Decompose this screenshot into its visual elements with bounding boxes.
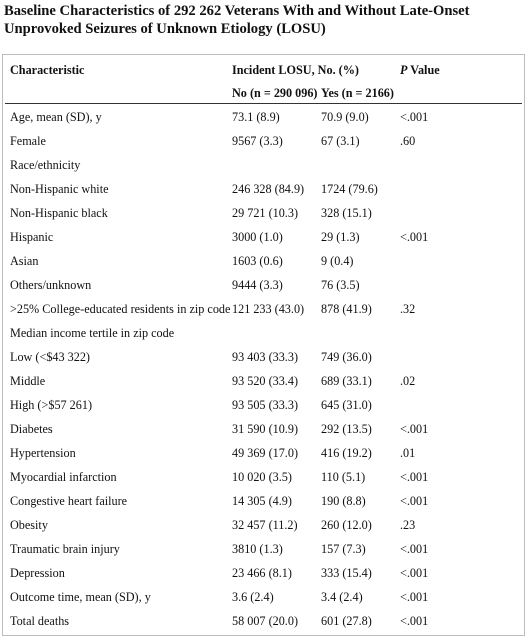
- cell: 689 (33.1): [321, 374, 372, 388]
- row-label: Traumatic brain injury: [10, 542, 120, 556]
- column-header: Yes (n = 2166): [321, 86, 394, 100]
- cell: 49 369 (17.0): [232, 446, 299, 460]
- row-label: Myocardial infarction: [10, 470, 117, 484]
- row-label: Obesity: [10, 518, 48, 532]
- row-label: Middle: [10, 374, 46, 388]
- cell: <.001: [400, 494, 429, 508]
- row-label: Median income tertile in zip code: [10, 326, 175, 340]
- column-header: No (n = 290 096): [232, 86, 318, 100]
- row-label: Congestive heart failure: [10, 494, 128, 508]
- row-label: Total deaths: [10, 614, 70, 628]
- row-label: Hispanic: [10, 230, 54, 244]
- row-label: Non-Hispanic white: [10, 182, 109, 196]
- cell: <.001: [400, 470, 429, 484]
- row-label: >25% College-educated residents in zip c…: [10, 302, 231, 316]
- cell: 10 020 (3.5): [232, 470, 292, 484]
- cell: 9 (0.4): [321, 254, 354, 268]
- cell: 292 (13.5): [321, 422, 372, 436]
- cell: 9444 (3.3): [232, 278, 283, 292]
- cell: 3.4 (2.4): [321, 590, 363, 604]
- row-label: Outcome time, mean (SD), y: [10, 590, 151, 604]
- cell: 93 505 (33.3): [232, 398, 299, 412]
- cell: 73.1 (8.9): [232, 110, 280, 124]
- cell: 23 466 (8.1): [232, 566, 292, 580]
- cell: <.001: [400, 110, 429, 124]
- cell: 32 457 (11.2): [232, 518, 298, 532]
- row-label: High (>$57 261): [10, 398, 93, 412]
- column-header-text: Value: [407, 63, 440, 77]
- row-label: Female: [10, 134, 46, 148]
- cell: 1724 (79.6): [321, 182, 378, 196]
- cell: 121 233 (43.0): [232, 302, 305, 316]
- cell: 93 403 (33.3): [232, 350, 299, 364]
- row-label: Non-Hispanic black: [10, 206, 108, 220]
- row-label: Race/ethnicity: [10, 158, 81, 172]
- row-label: Age, mean (SD), y: [10, 110, 102, 124]
- cell: .23: [400, 518, 416, 532]
- cell: <.001: [400, 590, 429, 604]
- cell: .60: [400, 134, 416, 148]
- cell: 93 520 (33.4): [232, 374, 299, 388]
- cell: 328 (15.1): [321, 206, 372, 220]
- row-label: Hypertension: [10, 446, 76, 460]
- table: Characteristic Incident LOSU, No. (%) P …: [2, 54, 525, 636]
- row-label: Low (<$43 322): [10, 350, 90, 364]
- row-label: Others/unknown: [10, 278, 92, 292]
- cell: <.001: [400, 422, 429, 436]
- cell: 3.6 (2.4): [232, 590, 274, 604]
- row-label: Diabetes: [10, 422, 53, 436]
- cell: 645 (31.0): [321, 398, 372, 412]
- cell: 416 (19.2): [321, 446, 372, 460]
- cell: .01: [400, 446, 416, 460]
- cell: 29 721 (10.3): [232, 206, 299, 220]
- cell: 260 (12.0): [321, 518, 372, 532]
- cell: 29 (1.3): [321, 230, 360, 244]
- cell: 9567 (3.3): [232, 134, 283, 148]
- cell: .02: [400, 374, 416, 388]
- cell: 157 (7.3): [321, 542, 366, 556]
- cell: 76 (3.5): [321, 278, 360, 292]
- cell: 31 590 (10.9): [232, 422, 299, 436]
- cell: 878 (41.9): [321, 302, 372, 316]
- column-header: Characteristic: [10, 63, 85, 77]
- table-title: Baseline Characteristics of 292 262 Vete…: [4, 3, 470, 37]
- cell: 110 (5.1): [321, 470, 366, 484]
- cell: .32: [400, 302, 416, 316]
- cell: 190 (8.8): [321, 494, 366, 508]
- cell: 601 (27.8): [321, 614, 372, 628]
- cell: 14 305 (4.9): [232, 494, 292, 508]
- row-label: Asian: [10, 254, 39, 268]
- cell: 3810 (1.3): [232, 542, 283, 556]
- cell: <.001: [400, 614, 429, 628]
- cell: 70.9 (9.0): [321, 110, 369, 124]
- row-label: Depression: [10, 566, 65, 580]
- cell: 333 (15.4): [321, 566, 372, 580]
- cell: 1603 (0.6): [232, 254, 283, 268]
- cell: 3000 (1.0): [232, 230, 283, 244]
- cell: <.001: [400, 566, 429, 580]
- cell: 67 (3.1): [321, 134, 360, 148]
- cell: 749 (36.0): [321, 350, 372, 364]
- header-rule: [5, 103, 522, 104]
- column-header: P Value: [400, 63, 440, 77]
- cell: <.001: [400, 230, 429, 244]
- cell: 246 328 (84.9): [232, 182, 305, 196]
- cell: 58 007 (20.0): [232, 614, 299, 628]
- cell: <.001: [400, 542, 429, 556]
- column-group-header: Incident LOSU, No. (%): [232, 63, 359, 77]
